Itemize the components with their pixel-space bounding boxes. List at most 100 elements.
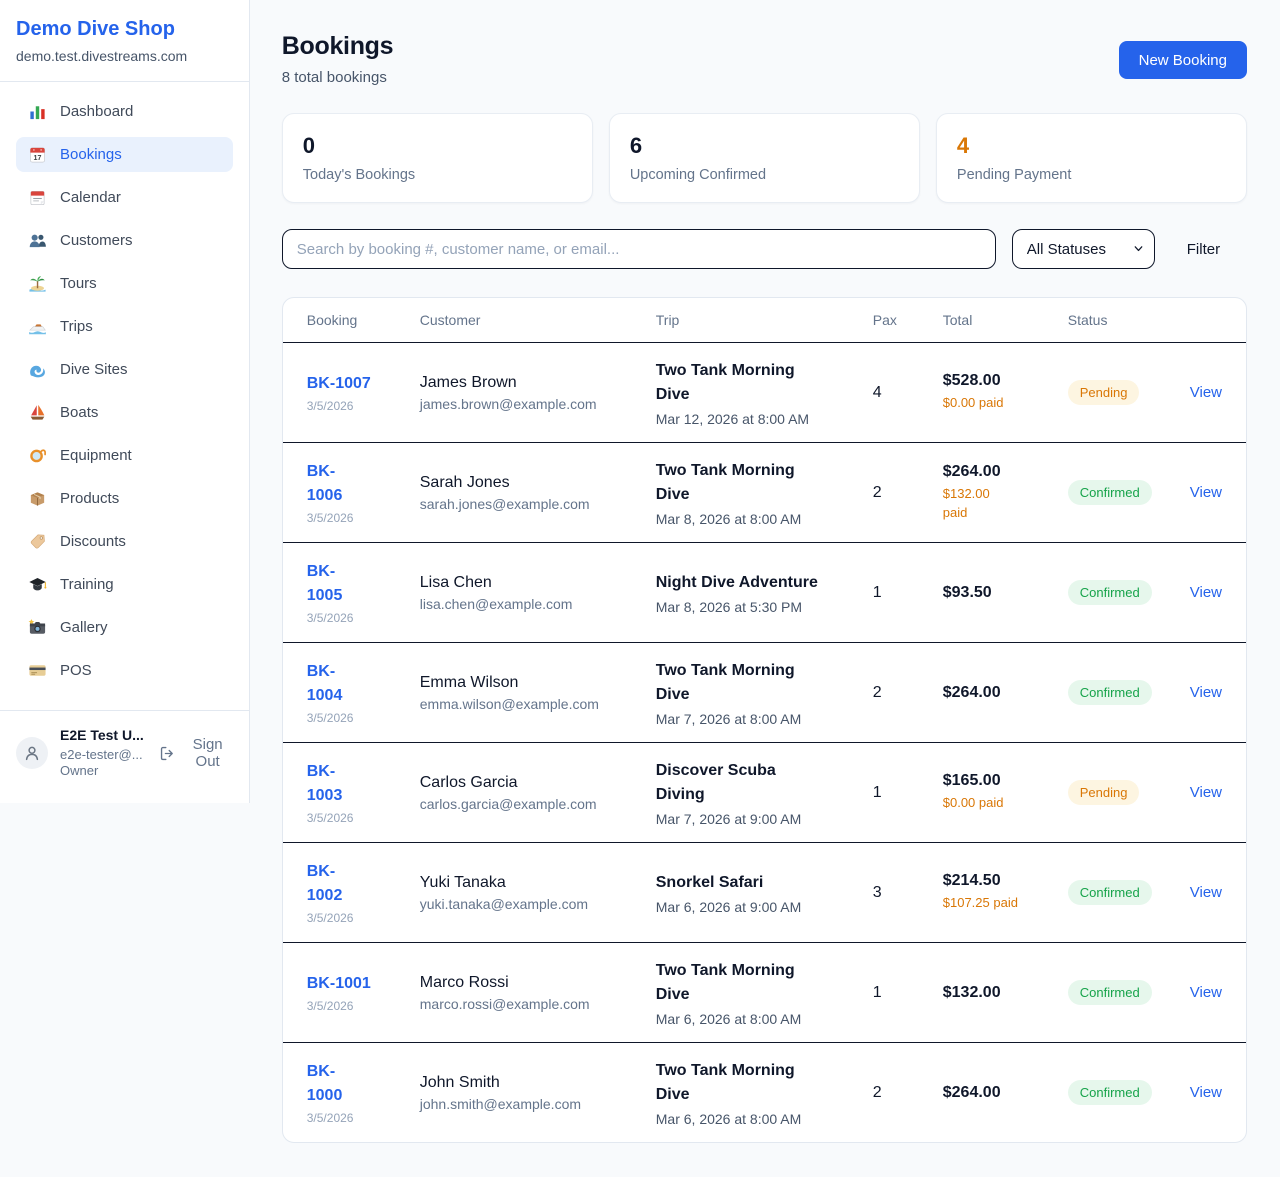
booking-id-link[interactable]: BK-1001 — [306, 975, 371, 992]
sidebar-nav: Dashboard 17 Bookings Calendar Customers… — [0, 82, 249, 700]
booking-id-link[interactable]: BK-1007 — [306, 375, 371, 392]
trip-name: Two Tank Morning Dive — [655, 461, 795, 503]
sidebar-item-label: Equipment — [60, 447, 132, 464]
table-row: BK- 1002 3/5/2026 Yuki Tanaka yuki.tanaka@… — [282, 842, 1246, 942]
view-link[interactable]: View — [1189, 483, 1222, 501]
customer-email: john.smith@example.com — [419, 1095, 582, 1112]
sidebar-item-pos[interactable]: POS — [16, 653, 233, 688]
customer-name: John Smith — [419, 1073, 500, 1091]
sidebar-item-customers[interactable]: Customers — [16, 223, 233, 258]
sidebar-item-label: Tours — [60, 275, 97, 292]
sidebar-item-discounts[interactable]: Discounts — [16, 524, 233, 559]
status-badge: Confirmed — [1067, 680, 1152, 705]
pax-value: 2 — [872, 683, 882, 701]
shop-name: Demo Dive Shop — [16, 18, 175, 40]
booking-id-link[interactable]: BK- 1003 — [306, 763, 343, 804]
shop-domain: demo.test.divestreams.com — [16, 48, 188, 64]
sidebar-item-label: Dashboard — [60, 103, 134, 120]
booking-date: 3/5/2026 — [306, 399, 354, 413]
sign-out-icon — [159, 745, 176, 762]
sidebar-item-trips[interactable]: Trips — [16, 309, 233, 344]
new-booking-button[interactable]: New Booking — [1118, 41, 1247, 79]
column-header-total: Total — [942, 312, 973, 328]
sidebar-item-boats[interactable]: Boats — [16, 395, 233, 430]
sidebar-item-label: Discounts — [60, 533, 126, 550]
stat-card-pending-payment: 4 Pending Payment — [935, 113, 1247, 203]
table-header-row: Booking Customer Trip Pax Total Status — [283, 298, 1246, 342]
view-link[interactable]: View — [1189, 583, 1222, 601]
main-content: Bookings 8 total bookings New Booking 0 … — [250, 0, 1280, 1177]
sidebar-item-calendar[interactable]: Calendar — [16, 180, 233, 215]
status-badge: Confirmed — [1067, 580, 1152, 605]
column-header-status: Status — [1067, 312, 1108, 328]
booking-date: 3/5/2026 — [306, 811, 354, 825]
customer-name: Sarah Jones — [419, 473, 510, 491]
trip-name: Night Dive Adventure — [655, 573, 818, 591]
sidebar-item-products[interactable]: Products — [16, 481, 233, 516]
bookings-table: Booking Customer Trip Pax Total Status B… — [281, 297, 1247, 1143]
status-badge: Pending — [1067, 780, 1140, 805]
stats-cards: 0 Today's Bookings 6 Upcoming Confirmed … — [281, 113, 1247, 203]
sidebar-item-label: Products — [60, 490, 120, 507]
sign-out-button[interactable]: Sign Out — [159, 736, 233, 770]
booking-date: 3/5/2026 — [306, 911, 354, 925]
trip-name: Two Tank Morning Dive — [655, 661, 795, 703]
stat-value: 4 — [956, 133, 970, 158]
view-link[interactable]: View — [1189, 1083, 1222, 1101]
status-filter-select[interactable]: All Statuses — [1011, 229, 1155, 269]
sidebar-item-label: Calendar — [60, 189, 121, 206]
trip-name: Discover Scuba Diving — [655, 761, 776, 803]
booking-id-link[interactable]: BK- 1005 — [306, 563, 343, 604]
booking-date: 3/5/2026 — [306, 511, 354, 525]
customer-email: lisa.chen@example.com — [419, 595, 573, 612]
camera-icon — [28, 618, 47, 637]
booking-id-link[interactable]: BK- 1002 — [306, 863, 343, 904]
bar-chart-icon — [28, 102, 47, 121]
sidebar-item-dashboard[interactable]: Dashboard — [16, 94, 233, 129]
sidebar-item-label: Trips — [60, 318, 93, 335]
view-link[interactable]: View — [1189, 983, 1222, 1001]
customer-name: James Brown — [419, 373, 517, 391]
person-icon — [25, 746, 39, 761]
pax-value: 1 — [872, 783, 882, 801]
sidebar-item-tours[interactable]: Tours — [16, 266, 233, 301]
sidebar-item-training[interactable]: Training — [16, 567, 233, 602]
stat-card-todays-bookings: 0 Today's Bookings — [281, 113, 593, 203]
filter-button[interactable]: Filter — [1186, 240, 1221, 258]
booking-date: 3/5/2026 — [306, 711, 354, 725]
credit-card-icon — [28, 661, 47, 680]
trip-datetime: Mar 7, 2026 at 8:00 AM — [655, 710, 802, 727]
people-icon — [28, 231, 47, 250]
customer-name: Yuki Tanaka — [419, 873, 506, 891]
user-name: E2E Test U... — [60, 727, 144, 743]
sidebar-item-gallery[interactable]: Gallery — [16, 610, 233, 645]
view-link[interactable]: View — [1189, 683, 1222, 701]
view-link[interactable]: View — [1189, 883, 1222, 901]
status-badge: Confirmed — [1067, 980, 1152, 1005]
stat-value: 0 — [302, 133, 315, 158]
status-badge: Pending — [1067, 380, 1140, 405]
table-row: BK- 1000 3/5/2026 John Smith john.smith@ex… — [282, 1042, 1246, 1142]
total-amount: $214.50 — [942, 872, 1001, 890]
sidebar-item-bookings[interactable]: 17 Bookings — [16, 137, 233, 172]
customer-email: marco.rossi@example.com — [419, 995, 590, 1012]
trip-datetime: Mar 6, 2026 at 8:00 AM — [655, 1110, 802, 1127]
booking-id-link[interactable]: BK- 1006 — [306, 463, 343, 504]
sidebar-item-equipment[interactable]: Equipment — [16, 438, 233, 473]
sidebar-item-dive-sites[interactable]: Dive Sites — [16, 352, 233, 387]
search-input[interactable] — [281, 229, 996, 269]
customer-email: carlos.garcia@example.com — [419, 795, 597, 812]
booking-id-link[interactable]: BK- 1004 — [306, 663, 343, 704]
column-header-trip: Trip — [655, 312, 680, 328]
status-select-wrap: All Statuses — [1011, 229, 1155, 269]
stat-value: 6 — [629, 133, 643, 158]
filter-row: All Statuses Filter — [281, 229, 1247, 269]
booking-id-link[interactable]: BK- 1000 — [306, 1063, 343, 1104]
total-amount: $264.00 — [942, 683, 1001, 701]
view-link[interactable]: View — [1189, 783, 1222, 801]
sidebar-item-label: Training — [60, 576, 114, 593]
wave-icon — [28, 360, 47, 379]
sailboat-icon — [28, 403, 47, 422]
view-link[interactable]: View — [1189, 383, 1222, 401]
trip-name: Two Tank Morning Dive — [655, 361, 795, 403]
